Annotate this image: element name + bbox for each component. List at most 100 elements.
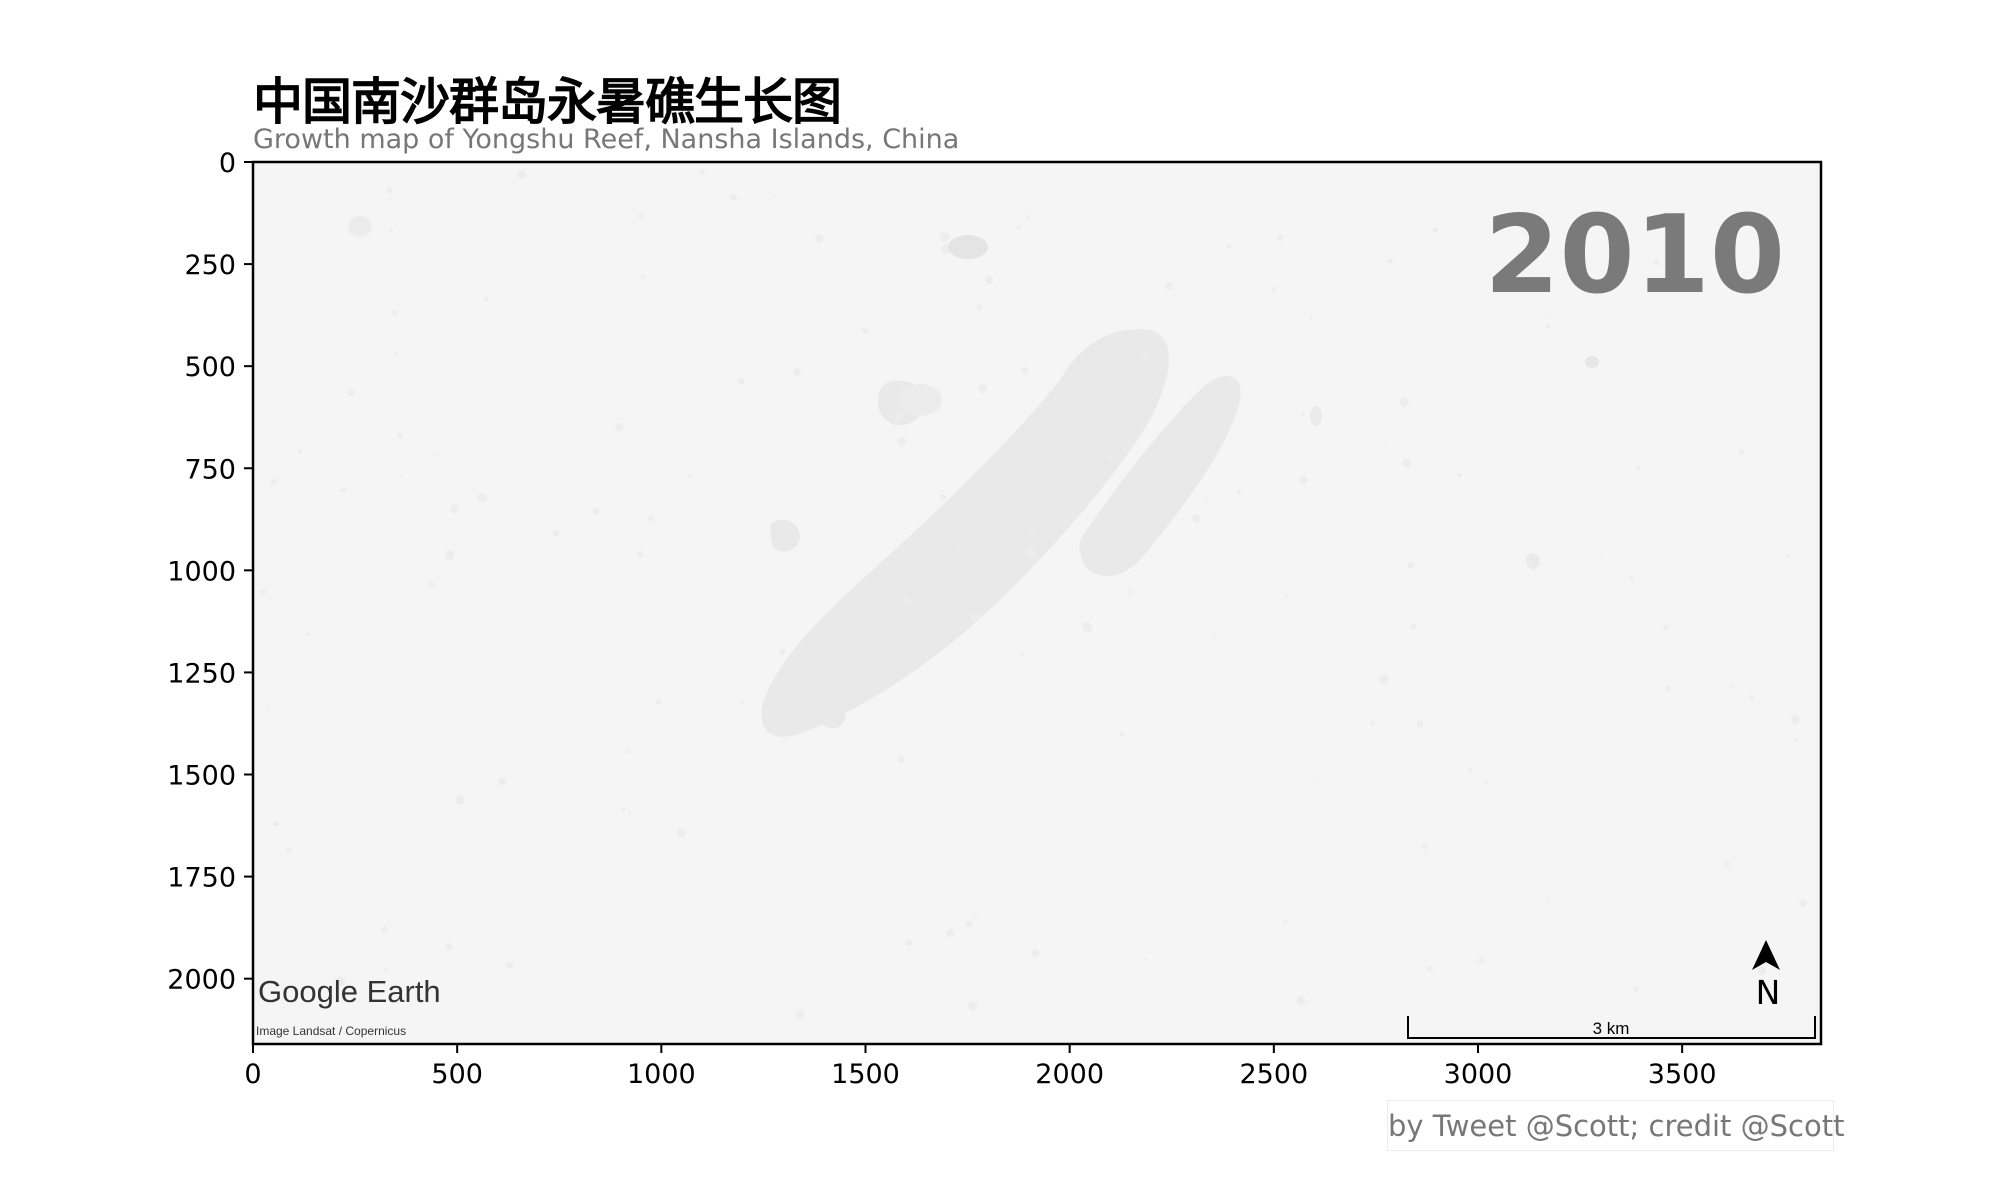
speckle [1082, 622, 1093, 632]
chart-title: 中国南沙群岛永暑礁生长图 [253, 73, 842, 131]
speckle [1422, 843, 1428, 850]
speckle [1317, 780, 1320, 783]
north-arrow-icon [1752, 940, 1780, 970]
speckle [1384, 446, 1387, 449]
speckle [861, 326, 869, 335]
x-tick-label: 500 [431, 1059, 483, 1090]
x-tick-label: 3000 [1444, 1059, 1513, 1090]
speckle [1284, 594, 1288, 597]
credit-text: by Tweet @Scott; credit @Scott [1388, 1109, 1845, 1143]
speckle [389, 229, 393, 233]
speckle [1119, 731, 1125, 737]
speckle [1299, 476, 1308, 484]
speckle [1144, 958, 1147, 961]
speckle [1206, 501, 1209, 505]
speckle [1662, 624, 1669, 630]
speckle [779, 648, 786, 655]
speckle [905, 939, 912, 946]
speckle [1283, 919, 1288, 924]
speckle [1456, 472, 1462, 478]
y-tick-label: 0 [219, 148, 236, 179]
speckle [1212, 636, 1216, 639]
cloud-speckles [260, 169, 1807, 1019]
speckle [1346, 830, 1350, 834]
speckle [1427, 966, 1433, 972]
speckle [1468, 767, 1473, 772]
speckle [1192, 514, 1201, 523]
north-arrow: N [1752, 940, 1780, 1012]
speckle [1407, 562, 1415, 569]
speckle [637, 551, 644, 557]
speckle [1738, 449, 1745, 455]
speckle [1029, 531, 1034, 536]
dark-spot [348, 216, 372, 236]
speckle [939, 232, 950, 242]
speckle [1786, 554, 1791, 559]
speckle [894, 413, 904, 422]
speckle [1370, 720, 1375, 726]
y-tick-label: 1500 [167, 761, 236, 792]
dark-spot [1310, 406, 1322, 426]
speckle [477, 492, 487, 503]
speckle [305, 632, 310, 637]
x-tick-label: 1500 [831, 1059, 900, 1090]
dark-spot [1526, 553, 1540, 569]
speckle [260, 589, 267, 595]
speckle [270, 478, 278, 486]
speckle [1128, 590, 1133, 594]
speckle [1226, 243, 1232, 249]
speckle [1387, 258, 1393, 264]
speckle [1031, 949, 1039, 957]
speckle [1277, 235, 1284, 241]
speckle [625, 749, 629, 753]
speckle [984, 275, 994, 284]
image-credit: Image Landsat / Copernicus [256, 1024, 406, 1038]
speckle [966, 920, 973, 928]
x-tick-label: 3500 [1648, 1059, 1717, 1090]
speckle [1633, 986, 1639, 992]
speckle [974, 916, 978, 920]
speckle [741, 701, 744, 704]
speckle [640, 274, 646, 280]
speckle [1029, 550, 1036, 558]
speckle [386, 187, 393, 194]
speckle [1399, 397, 1409, 407]
speckle [450, 504, 460, 513]
y-tick-label: 500 [184, 352, 236, 383]
speckle [968, 1001, 978, 1011]
speckle [1296, 995, 1306, 1005]
speckle [1478, 957, 1485, 964]
speckle [1141, 354, 1148, 362]
speckle [1301, 412, 1305, 416]
speckle [1545, 323, 1551, 329]
speckle [1665, 685, 1671, 692]
x-tick-label: 2000 [1035, 1059, 1104, 1090]
north-label: N [1756, 973, 1781, 1012]
speckle [940, 493, 947, 501]
speckle [688, 473, 693, 479]
y-tick-label: 2000 [167, 965, 236, 996]
speckle [517, 170, 527, 180]
speckle [1309, 315, 1313, 320]
speckle [455, 795, 465, 805]
speckle [1402, 458, 1412, 468]
speckle [814, 234, 824, 243]
speckle [1025, 214, 1030, 219]
speckle [1757, 966, 1767, 976]
speckle [552, 530, 559, 537]
speckle [347, 390, 354, 397]
speckle [1636, 466, 1641, 471]
speckle [699, 169, 706, 175]
speckle [1599, 551, 1602, 554]
speckle [607, 507, 610, 510]
speckle [1416, 720, 1424, 728]
speckle [615, 423, 624, 432]
speckle [1432, 226, 1438, 233]
speckle [793, 367, 801, 376]
y-tick-label: 1000 [167, 556, 236, 587]
chart-subtitle: Growth map of Yongshu Reef, Nansha Islan… [253, 124, 960, 155]
speckle [978, 384, 987, 393]
speckle [1021, 366, 1029, 374]
speckle [730, 194, 737, 201]
